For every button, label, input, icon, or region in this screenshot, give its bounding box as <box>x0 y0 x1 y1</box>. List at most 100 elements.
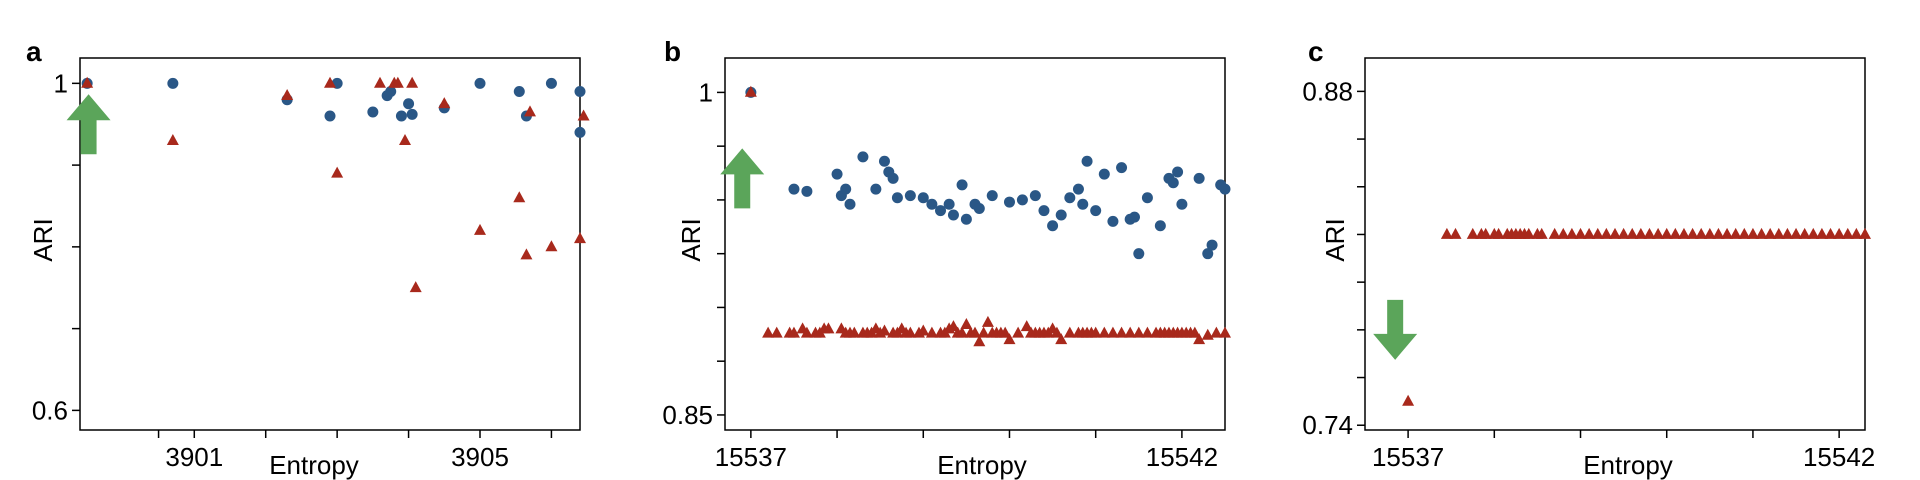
panel-c-ytick-label: 0.74 <box>1302 410 1353 440</box>
panel-b-point-triangle <box>762 326 775 338</box>
panel-b-ticks: 15537 15542 0.85 1 <box>662 77 1218 472</box>
panel-b-point-circle <box>973 203 985 215</box>
panel-b-point-circle <box>891 192 903 204</box>
panel-a-point-triangle <box>520 248 533 260</box>
panel-b-point-circle <box>947 209 959 221</box>
panel-c-point-triangle <box>1833 227 1846 239</box>
panel-c-point-triangle <box>1807 227 1820 239</box>
panel-c-point-triangle <box>1617 227 1630 239</box>
panel-a-green-arrow-icon <box>66 94 111 155</box>
panel-c-point-triangle <box>1790 227 1803 239</box>
panel-b-point-circle <box>917 192 929 204</box>
panel-a-point-triangle <box>166 133 179 145</box>
panel-c-point-triangle <box>1738 227 1751 239</box>
panel-a-point-circle <box>403 98 415 110</box>
panel-b-point-triangle <box>822 322 835 334</box>
panel-c-point-triangle <box>1535 227 1548 239</box>
panel-c-point-triangle <box>1859 227 1871 239</box>
panel-c-point-triangle <box>1850 227 1863 239</box>
panel-b-point-triangle <box>977 326 990 338</box>
panel-c-ylabel: ARI <box>1320 218 1350 261</box>
panel-c-point-triangle <box>1626 227 1639 239</box>
panel-b-point-circle <box>1038 205 1050 217</box>
panel-a-point-triangle <box>409 281 422 293</box>
panel-b-point-circle <box>1176 198 1188 210</box>
panel-b-point-triangle <box>1115 326 1128 338</box>
panel-a-point-triangle <box>545 240 558 252</box>
panel-b-point-triangle <box>1201 328 1214 340</box>
panel-c-point-triangle <box>1746 227 1759 239</box>
panel-b-point-circle <box>926 198 938 210</box>
panel-b-point-circle <box>1090 205 1102 217</box>
panel-b-point-circle <box>1055 209 1067 221</box>
panel-a-point-triangle <box>406 76 419 88</box>
panel-b-xtick-label: 15542 <box>1146 442 1218 472</box>
panel-b-ytick-label: 1 <box>699 77 713 107</box>
panel-a-xlabel: Entropy <box>269 450 359 480</box>
panel-b-point-triangle <box>848 326 861 338</box>
panel-c-point-triangle <box>1466 227 1479 239</box>
panel-b-point-circle <box>904 190 916 202</box>
panel-c-point-triangle <box>1449 227 1462 239</box>
panel-c-point-triangle <box>1548 227 1561 239</box>
panel-b-point-triangle <box>1012 326 1025 338</box>
panel-b-point-triangle <box>1132 326 1145 338</box>
panel-b-point-triangle <box>787 326 800 338</box>
panel-c-point-triangle <box>1479 227 1492 239</box>
panel-b-point-circle <box>1133 248 1145 260</box>
panel-b: b ARI Entropy 15537 15542 0.85 1 <box>662 36 1231 480</box>
panel-b-point-circle <box>1064 192 1076 204</box>
panel-b-point-triangle <box>770 326 783 338</box>
panel-a-point-triangle <box>399 133 411 145</box>
panel-a: a ARI Entropy 3901 3905 0.6 1 <box>26 36 590 480</box>
panel-b-point-circle <box>1029 190 1041 202</box>
panel-b-ylabel: ARI <box>676 218 706 261</box>
panel-b-point-triangle <box>1055 333 1068 345</box>
panel-a-point-triangle <box>574 232 586 244</box>
panel-a-plot-frame <box>79 57 581 431</box>
panel-a-point-triangle <box>281 89 294 101</box>
panel-b-point-circle <box>935 205 947 217</box>
panel-a-point-triangle <box>577 109 590 121</box>
panel-b-point-circle <box>1081 155 1093 167</box>
panel-b-point-triangle <box>1106 326 1119 338</box>
panel-b-point-triangle <box>925 326 938 338</box>
panel-letter-b: b <box>664 36 681 67</box>
panel-b-point-circle <box>1116 162 1128 174</box>
panel-b-green-arrow-icon <box>720 148 765 209</box>
panel-a-point-triangle <box>513 191 526 203</box>
panel-b-point-circle <box>960 213 972 225</box>
panel-a-point-circle <box>167 77 179 89</box>
panel-c-point-triangle <box>1721 227 1734 239</box>
panel-c-point-triangle <box>1781 227 1794 239</box>
panel-letter-a: a <box>26 36 42 67</box>
panel-c-point-triangle <box>1583 227 1596 239</box>
panel-c-point-triangle <box>1755 227 1768 239</box>
panel-b-point-circle <box>1141 192 1153 204</box>
panel-c-point-triangle <box>1841 227 1854 239</box>
panel-c-ytick-label: 0.88 <box>1302 76 1353 106</box>
panel-a-point-triangle <box>438 97 451 109</box>
panel-b-point-triangle <box>917 324 930 336</box>
panel-b-point-circle <box>986 190 998 202</box>
panel-b-point-circle <box>1154 220 1166 232</box>
panel-c-xlabel: Entropy <box>1583 450 1673 480</box>
panel-c-point-triangle <box>1824 227 1837 239</box>
panel-a-ytick-label: 1 <box>54 68 68 98</box>
panel-b-point-circle <box>801 185 813 197</box>
panel-a-point-circle <box>385 86 397 98</box>
panel-a-point-circle <box>545 77 557 89</box>
panel-b-point-triangle <box>1141 326 1154 338</box>
panel-b-plot-frame <box>724 57 1226 431</box>
panel-a-point-circle <box>406 108 418 120</box>
panel-b-point-circle <box>1193 172 1205 184</box>
panel-c-point-triangle <box>1669 227 1682 239</box>
panel-b-point-triangle <box>1098 326 1111 338</box>
panel-c-point-triangle <box>1703 227 1716 239</box>
panel-a-arrow <box>66 94 111 155</box>
panel-c-xtick-label: 15537 <box>1372 442 1444 472</box>
panel-a-point-triangle <box>324 76 336 88</box>
panel-c-point-triangle <box>1440 227 1453 239</box>
panel-b-point-circle <box>887 172 899 184</box>
